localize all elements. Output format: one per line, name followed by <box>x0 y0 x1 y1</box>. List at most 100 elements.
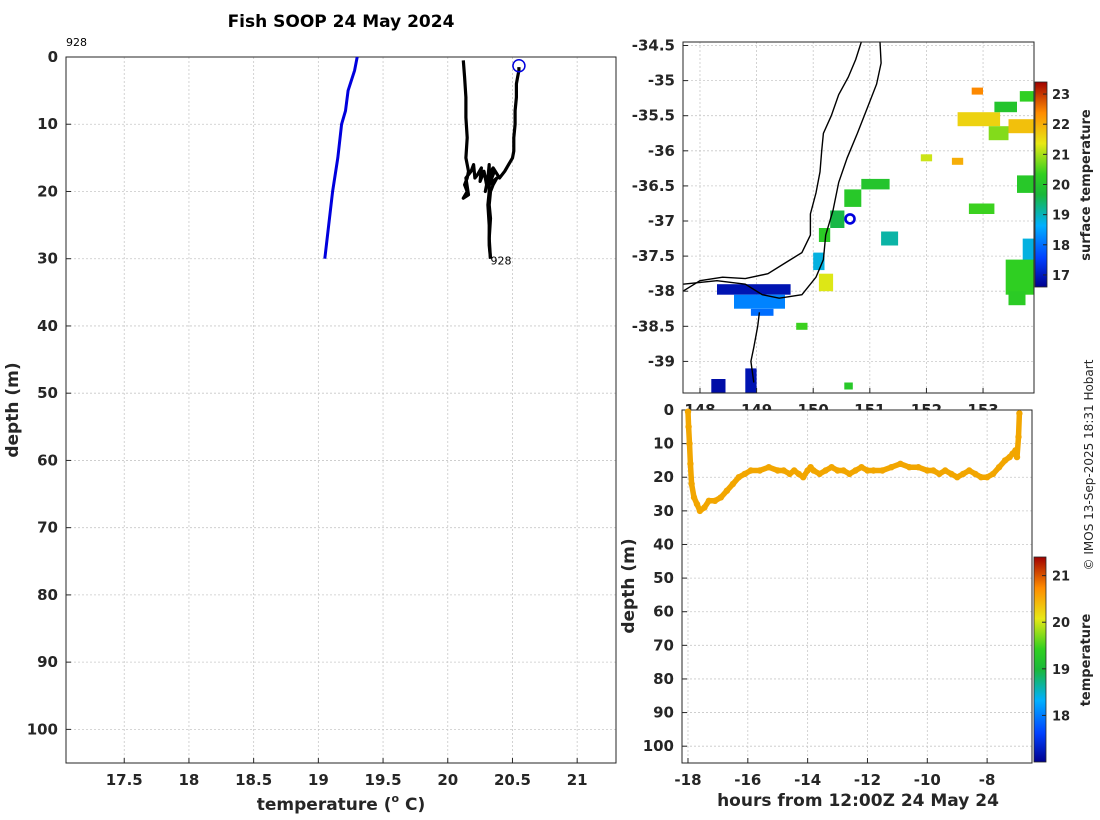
profile-xtick-label: 20.5 <box>494 771 531 789</box>
track-colorbar-ticks: 18 19 20 21 <box>1042 570 1070 724</box>
track-point <box>816 470 823 478</box>
track-point <box>840 467 847 474</box>
track-ylabel: depth (m) <box>619 538 639 633</box>
sst-map-panel: 148149150151152153 -34.5-35-35.5-36-36.5… <box>632 37 1094 419</box>
track-xtick-label: -10 <box>914 771 941 789</box>
profile-ytick-label: 40 <box>37 317 58 335</box>
profile-panel: 17.5 18 18.5 19 19.5 20 20.5 21 0 10 20 30 40 50 60 70… <box>3 36 617 815</box>
profile-marker <box>512 58 526 73</box>
sst-patch <box>734 294 785 309</box>
track-point <box>765 464 772 471</box>
track-point <box>977 474 985 481</box>
shelf-contour <box>683 42 882 299</box>
track-point <box>705 497 713 504</box>
map-background <box>683 42 1034 393</box>
ship-position-marker <box>844 213 856 225</box>
track-point <box>810 467 817 474</box>
track-point <box>780 467 787 474</box>
profile-ytick-label: 10 <box>37 115 58 133</box>
track-point <box>693 500 701 508</box>
track-point <box>948 470 955 478</box>
track-point <box>774 467 781 474</box>
sst-patch <box>796 322 808 330</box>
sst-patch <box>971 87 983 95</box>
sst-patch <box>1017 175 1034 193</box>
profile-xtick-label: 20 <box>437 771 458 789</box>
track-point <box>1016 410 1023 417</box>
credit-text: © IMOS 13-Sep-2025 18:31 Hobart <box>1082 359 1096 570</box>
map-ytick-label: -34.5 <box>632 37 675 55</box>
track-point <box>729 480 737 488</box>
profile-ytick-label: 60 <box>37 451 58 469</box>
profile-x-ticks: 17.5 18 18.5 19 19.5 20 20.5 21 <box>106 758 588 789</box>
sst-patch <box>994 101 1017 113</box>
sst-patch <box>844 382 853 390</box>
track-point <box>1015 433 1022 441</box>
track-point <box>846 470 853 478</box>
profile-ytick-label: 20 <box>37 182 58 200</box>
map-ytick-label: -36.5 <box>632 177 675 195</box>
track-point <box>747 467 754 474</box>
profile-series <box>323 56 521 259</box>
sst-patch <box>818 228 831 242</box>
profile-ytick-label: 30 <box>37 250 58 268</box>
track-point <box>864 467 871 474</box>
sst-patch <box>951 157 964 165</box>
profile-ytick-label: 80 <box>37 586 58 604</box>
track-ytick-label: 10 <box>653 435 674 453</box>
track-axes-frame <box>681 409 1033 764</box>
sst-patch <box>745 368 757 393</box>
sst-patch <box>830 210 845 228</box>
sst-patch <box>920 154 933 162</box>
map-axes-frame <box>682 41 1035 394</box>
sst-patch <box>1008 291 1026 306</box>
map-ytick-label: -38 <box>648 282 675 300</box>
track-point <box>786 470 793 478</box>
track-colorbar <box>1033 556 1047 763</box>
track-point <box>756 467 763 474</box>
track-point <box>897 460 904 467</box>
track-point <box>915 464 922 471</box>
track-point <box>735 474 742 481</box>
profile-ytick-label: 70 <box>37 519 58 537</box>
track-point <box>888 464 895 471</box>
track-background <box>682 410 1032 763</box>
track-point <box>1012 447 1019 454</box>
map-y-ticks: -34.5 -35 -35.5 -36 -36.5 -37 -37.5 -38 -38.5 -39 <box>632 37 688 370</box>
track-point <box>924 467 931 474</box>
map-ytick-label: -35 <box>648 72 675 90</box>
map-ytick-label: -38.5 <box>632 317 675 335</box>
sst-patch <box>818 273 834 292</box>
track-colorbar-label: temperature <box>1079 614 1094 707</box>
track-ytick-label: 80 <box>653 670 674 688</box>
track-ytick-label: 70 <box>653 636 674 654</box>
profile-xtick-label: 18 <box>179 771 200 789</box>
track-point <box>741 470 748 478</box>
map-colorbar-tick-label: 20 <box>1052 179 1070 194</box>
sst-patch <box>988 126 1009 141</box>
track-ytick-label: 20 <box>653 468 674 486</box>
track-points <box>684 408 1023 515</box>
track-xtick-label: -16 <box>734 771 761 789</box>
track-point <box>696 507 704 515</box>
profile-xtick-label: 19.5 <box>365 771 402 789</box>
map-ytick-label: -36 <box>648 142 675 160</box>
track-point <box>723 487 731 494</box>
track-colorbar-tick-label: 18 <box>1052 709 1070 724</box>
track-point <box>711 497 719 504</box>
profile-xtick-label: 21 <box>567 771 588 789</box>
sst-patch <box>844 189 862 207</box>
track-point <box>983 474 991 481</box>
track-colorbar-tick-label: 21 <box>1052 570 1070 585</box>
track-point <box>684 408 692 415</box>
coastline <box>683 42 862 292</box>
track-point <box>960 470 967 478</box>
sst-patch <box>968 203 995 214</box>
track-point <box>852 467 859 474</box>
map-colorbar-tick-label: 21 <box>1052 148 1070 163</box>
track-colorbar-tick-label: 19 <box>1052 663 1070 678</box>
profile-axes-frame <box>65 56 617 764</box>
map-ytick-label: -35.5 <box>632 107 675 125</box>
sst-patch <box>957 112 1001 127</box>
